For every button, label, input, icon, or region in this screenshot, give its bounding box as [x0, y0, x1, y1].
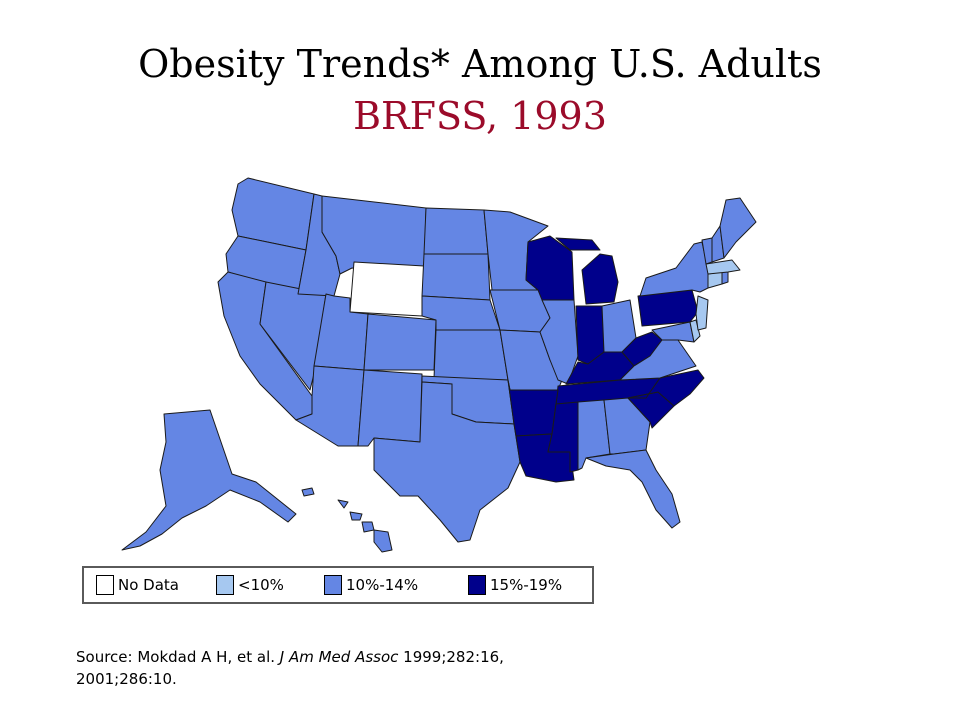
state-md	[651, 321, 695, 343]
state-de	[689, 319, 701, 343]
legend-label-15-19: 15%-19%	[490, 576, 563, 594]
state-ct	[707, 271, 723, 289]
legend-item-15-19: 15%-19%	[468, 574, 562, 596]
source-line2: 2001;286:10.	[76, 670, 177, 688]
state-ma	[705, 259, 741, 275]
state-nc	[627, 369, 705, 407]
title-subtitle: BRFSS, 1993	[353, 94, 607, 138]
title-main: Obesity Trends* Among U.S. Adults	[138, 42, 822, 86]
source-citation: Source: Mokdad A H, et al. J Am Med Asso…	[76, 646, 696, 690]
state-nm	[357, 369, 423, 447]
state-ri	[721, 271, 729, 285]
us-obesity-map	[100, 170, 780, 570]
state-me	[719, 197, 757, 259]
source-prefix: Source: Mokdad A H, et al.	[76, 648, 280, 666]
legend-label-10-14: 10%-14%	[346, 576, 419, 594]
state-sd	[421, 253, 491, 301]
state-hi	[301, 487, 393, 553]
state-mt	[321, 195, 427, 275]
state-co	[363, 313, 437, 371]
state-nd	[423, 207, 489, 255]
state-il	[539, 299, 579, 385]
legend-item-10-14: 10%-14%	[324, 574, 418, 596]
legend-swatch-no-data	[96, 575, 114, 595]
state-wy	[349, 261, 425, 317]
legend-swatch-10-14	[324, 575, 342, 595]
state-ak	[121, 409, 297, 551]
legend-swatch-15-19	[468, 575, 486, 595]
state-ny	[639, 241, 709, 297]
legend-label-lt10: <10%	[238, 576, 284, 594]
state-va	[619, 339, 697, 381]
source-journal: J Am Med Assoc	[279, 648, 399, 666]
legend-label-no-data: No Data	[118, 576, 179, 594]
map-legend: No Data <10% 10%-14% 15%-19%	[82, 566, 594, 604]
state-nj	[695, 295, 709, 331]
source-suffix: 1999;282:16,	[398, 648, 504, 666]
state-fl	[585, 449, 681, 529]
legend-swatch-lt10	[216, 575, 234, 595]
legend-item-lt10: <10%	[216, 574, 284, 596]
slide-title: Obesity Trends* Among U.S. Adults BRFSS,…	[0, 38, 960, 142]
state-tx	[373, 381, 521, 543]
state-mi	[555, 237, 619, 305]
legend-item-no-data: No Data	[96, 574, 179, 596]
state-ks	[433, 329, 509, 381]
us-map-svg	[121, 177, 757, 553]
